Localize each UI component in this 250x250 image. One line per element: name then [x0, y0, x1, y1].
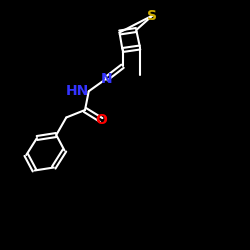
Text: S: S	[148, 8, 158, 22]
Text: HN: HN	[66, 84, 89, 98]
Text: N: N	[100, 72, 112, 86]
Text: O: O	[95, 113, 107, 127]
